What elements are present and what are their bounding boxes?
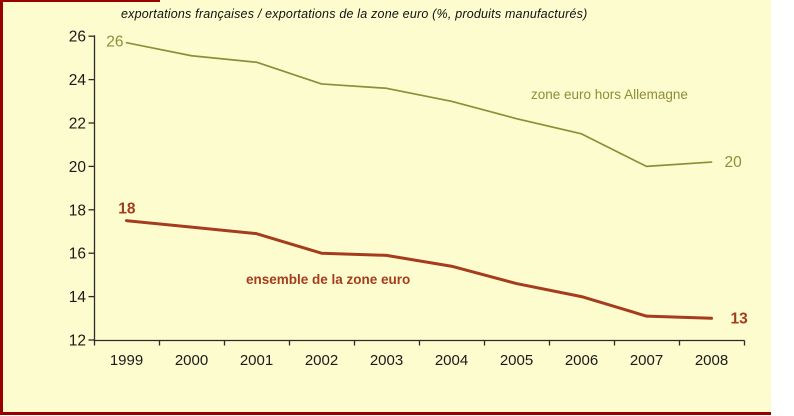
x-tick-label: 2008: [695, 352, 728, 369]
y-tick-label: 16: [69, 246, 86, 263]
frame-border-left: [0, 0, 3, 415]
plot-background: [0, 0, 771, 415]
series-line-zone-euro-hors-allemagne: [125, 41, 713, 168]
series-label-ensemble-zone-euro: ensemble de la zone euro: [246, 272, 411, 287]
point-label-end: 13: [731, 310, 749, 327]
y-tick-label: 12: [69, 333, 86, 350]
y-tick-label: 18: [69, 202, 86, 219]
y-tick-label: 14: [69, 289, 87, 306]
series-label-zone-euro-hors-allemagne: zone euro hors Allemagne: [531, 87, 688, 102]
x-tick-label: 2000: [175, 352, 208, 369]
x-tick-label: 2001: [240, 352, 273, 369]
x-tick-label: 1999: [110, 352, 143, 369]
point-label-start: 26: [106, 34, 123, 51]
series-line-ensemble-zone-euro: [125, 219, 713, 320]
y-tick-label: 24: [69, 72, 87, 89]
x-tick-label: 2002: [305, 352, 338, 369]
x-tick-label: 2004: [435, 352, 468, 369]
y-tick-label: 20: [69, 159, 87, 176]
y-tick-label: 26: [69, 29, 86, 46]
frame-border-top: [0, 0, 160, 2]
x-tick-label: 2007: [630, 352, 663, 369]
frame-border-bottom: [0, 412, 771, 415]
x-tick-label: 2003: [370, 352, 403, 369]
chart-title: exportations françaises / exportations d…: [121, 7, 588, 21]
point-label-end: 20: [725, 154, 743, 171]
x-tick-label: 2005: [500, 352, 533, 369]
y-tick-label: 22: [69, 116, 86, 133]
x-tick-label: 2006: [565, 352, 598, 369]
point-label-start: 18: [118, 201, 136, 218]
